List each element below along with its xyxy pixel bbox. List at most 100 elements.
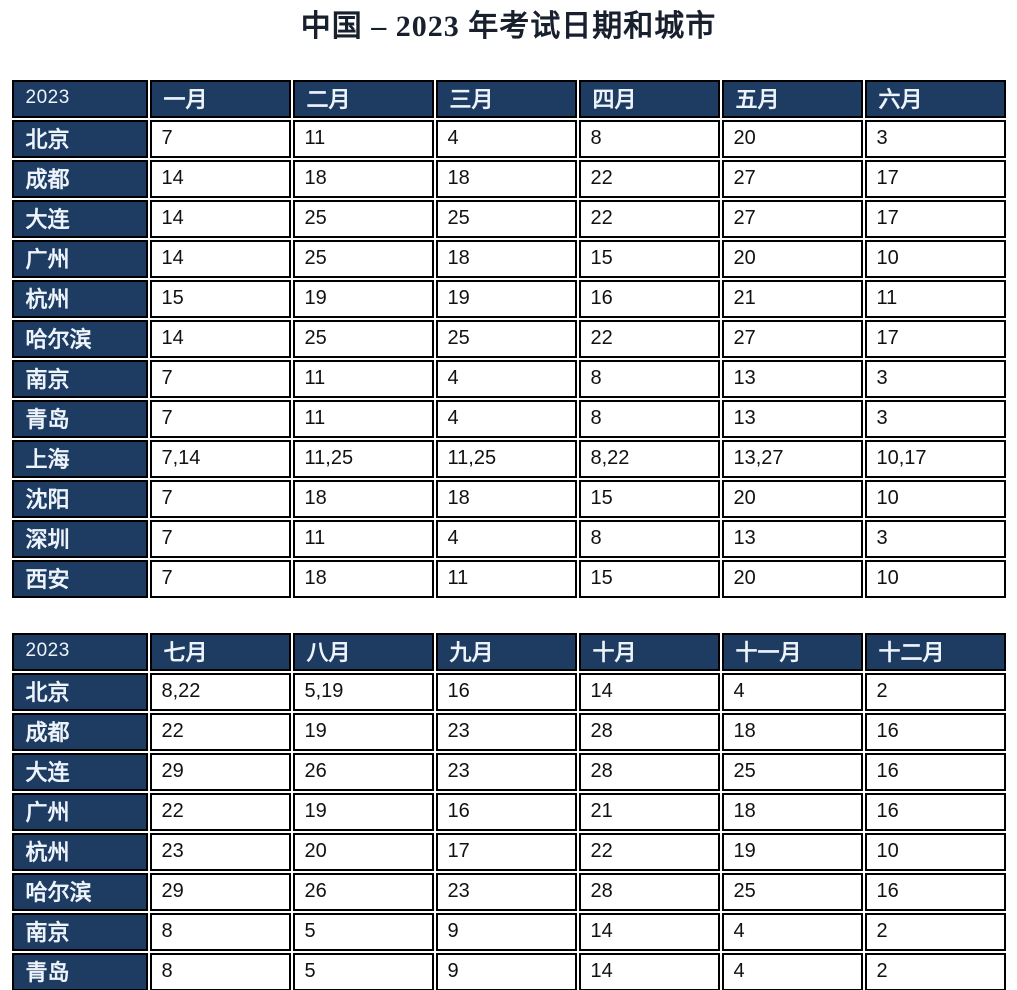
table-row: 成都 14 18 18 22 27 17 — [11, 160, 1006, 198]
date-cell: 22 — [578, 833, 720, 871]
date-cell: 8 — [578, 400, 720, 438]
date-cell: 13 — [721, 400, 863, 438]
date-cell: 14 — [149, 200, 291, 238]
date-cell: 7 — [149, 400, 291, 438]
city-header-cell: 哈尔滨 — [11, 873, 148, 911]
date-cell: 17 — [864, 320, 1006, 358]
date-cell: 23 — [149, 833, 291, 871]
date-cell: 19 — [292, 793, 434, 831]
date-cell: 10 — [864, 560, 1006, 598]
date-cell: 7,14 — [149, 440, 291, 478]
date-cell: 16 — [435, 673, 577, 711]
city-header-cell: 南京 — [11, 360, 148, 398]
table-row: 上海 7,14 11,25 11,25 8,22 13,27 10,17 — [11, 440, 1006, 478]
table-row: 广州 22 19 16 21 18 16 — [11, 793, 1006, 831]
city-header-cell: 广州 — [11, 793, 148, 831]
table-row: 杭州 23 20 17 22 19 10 — [11, 833, 1006, 871]
date-cell: 22 — [578, 160, 720, 198]
date-cell: 14 — [578, 913, 720, 951]
city-header-cell: 北京 — [11, 673, 148, 711]
date-cell: 15 — [149, 280, 291, 318]
city-header-cell: 大连 — [11, 753, 148, 791]
date-cell: 25 — [292, 320, 434, 358]
month-header-cell: 九月 — [435, 633, 577, 671]
city-header-cell: 西安 — [11, 560, 148, 598]
date-cell: 4 — [721, 913, 863, 951]
date-cell: 8 — [149, 953, 291, 990]
date-cell: 25 — [435, 320, 577, 358]
date-cell: 22 — [149, 793, 291, 831]
date-cell: 21 — [721, 280, 863, 318]
month-header-cell: 三月 — [435, 80, 577, 118]
date-cell: 16 — [864, 713, 1006, 751]
date-cell: 15 — [578, 560, 720, 598]
table-row: 广州 14 25 18 15 20 10 — [11, 240, 1006, 278]
city-header-cell: 上海 — [11, 440, 148, 478]
date-cell: 28 — [578, 753, 720, 791]
date-cell: 22 — [149, 713, 291, 751]
date-cell: 5 — [292, 953, 434, 990]
month-header-cell: 一月 — [149, 80, 291, 118]
date-cell: 8 — [578, 360, 720, 398]
date-cell: 16 — [864, 873, 1006, 911]
city-header-cell: 杭州 — [11, 280, 148, 318]
date-cell: 4 — [435, 400, 577, 438]
date-cell: 22 — [578, 320, 720, 358]
date-cell: 19 — [721, 833, 863, 871]
date-cell: 11 — [292, 400, 434, 438]
date-cell: 9 — [435, 913, 577, 951]
city-header-cell: 成都 — [11, 713, 148, 751]
date-cell: 8 — [149, 913, 291, 951]
date-cell: 4 — [721, 953, 863, 990]
month-header-cell: 十二月 — [864, 633, 1006, 671]
date-cell: 5,19 — [292, 673, 434, 711]
date-cell: 14 — [149, 240, 291, 278]
date-cell: 27 — [721, 200, 863, 238]
date-cell: 10 — [864, 480, 1006, 518]
date-cell: 23 — [435, 753, 577, 791]
date-cell: 2 — [864, 913, 1006, 951]
year-header-cell: 2023 — [11, 80, 148, 118]
table-row: 青岛 8 5 9 14 4 2 — [11, 953, 1006, 990]
date-cell: 13 — [721, 360, 863, 398]
date-cell: 4 — [435, 120, 577, 158]
date-cell: 11 — [292, 120, 434, 158]
city-header-cell: 青岛 — [11, 953, 148, 990]
date-cell: 19 — [292, 280, 434, 318]
date-cell: 20 — [721, 120, 863, 158]
date-cell: 16 — [435, 793, 577, 831]
page-title: 中国 – 2023 年考试日期和城市 — [300, 10, 717, 43]
date-cell: 9 — [435, 953, 577, 990]
table-row: 成都 22 19 23 28 18 16 — [11, 713, 1006, 751]
date-cell: 14 — [149, 160, 291, 198]
date-cell: 11,25 — [435, 440, 577, 478]
table-row: 深圳 7 11 4 8 13 3 — [11, 520, 1006, 558]
date-cell: 18 — [435, 240, 577, 278]
date-cell: 23 — [435, 873, 577, 911]
month-header-row: 2023 一月 二月 三月 四月 五月 六月 — [11, 80, 1006, 118]
date-cell: 10,17 — [864, 440, 1006, 478]
date-cell: 11 — [292, 360, 434, 398]
city-header-cell: 青岛 — [11, 400, 148, 438]
date-cell: 18 — [721, 793, 863, 831]
date-cell: 7 — [149, 120, 291, 158]
table-row: 青岛 7 11 4 8 13 3 — [11, 400, 1006, 438]
month-header-cell: 十一月 — [721, 633, 863, 671]
year-header-cell: 2023 — [11, 633, 148, 671]
city-header-cell: 沈阳 — [11, 480, 148, 518]
city-header-cell: 北京 — [11, 120, 148, 158]
date-cell: 2 — [864, 673, 1006, 711]
date-cell: 20 — [721, 480, 863, 518]
month-header-cell: 七月 — [149, 633, 291, 671]
date-cell: 26 — [292, 753, 434, 791]
date-cell: 13 — [721, 520, 863, 558]
exam-table-jul-dec: 2023 七月 八月 九月 十月 十一月 十二月 北京 8,22 5,19 16 14 4 2 成都 22 19… — [9, 631, 1008, 990]
date-cell: 26 — [292, 873, 434, 911]
date-cell: 8 — [578, 520, 720, 558]
date-cell: 25 — [435, 200, 577, 238]
table-row: 杭州 15 19 19 16 21 11 — [11, 280, 1006, 318]
month-header-row: 2023 七月 八月 九月 十月 十一月 十二月 — [11, 633, 1006, 671]
date-cell: 3 — [864, 400, 1006, 438]
date-cell: 28 — [578, 713, 720, 751]
